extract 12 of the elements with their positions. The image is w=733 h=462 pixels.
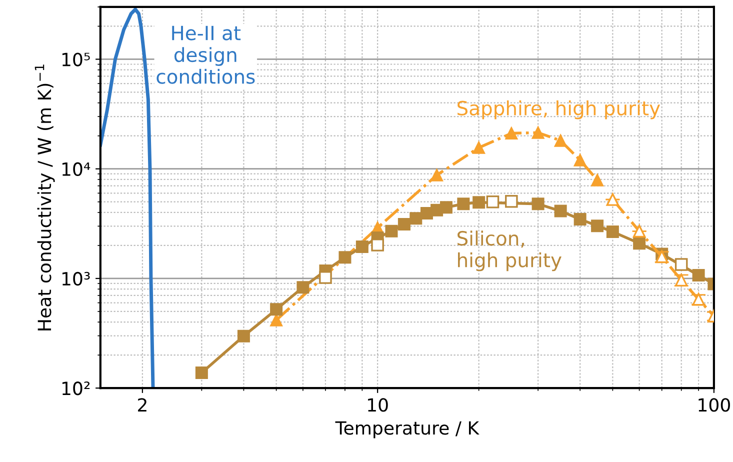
x-tick-label: 10 <box>368 398 388 412</box>
y-axis-title: Heat conductivity / W (m K)$^{−1}$ <box>34 64 55 330</box>
y-tick-label: 10² <box>62 382 90 396</box>
y-tick-label: 10³ <box>62 272 90 286</box>
series-label: He-II at design conditions <box>156 26 255 84</box>
x-tick-label: 2 <box>138 398 146 412</box>
y-tick-label: 10⁵ <box>62 52 90 66</box>
x-tick-label: 100 <box>698 398 730 412</box>
x-axis-title: Temperature / K <box>335 421 480 438</box>
y-tick-label: 10⁴ <box>62 162 90 176</box>
series-label: Sapphire, high purity <box>458 100 660 120</box>
series-label: Silicon, high purity <box>458 230 562 272</box>
